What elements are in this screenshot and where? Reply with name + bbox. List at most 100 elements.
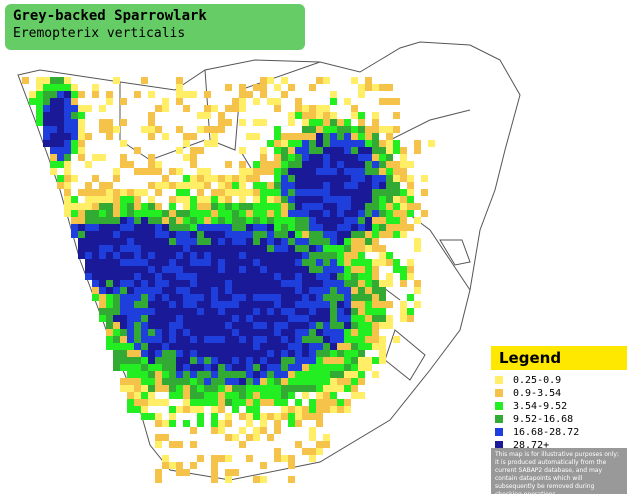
- grid-cell: [239, 385, 246, 392]
- grid-cell: [190, 280, 197, 287]
- grid-cell: [225, 357, 232, 364]
- grid-cell: [379, 301, 386, 308]
- grid-cell: [337, 301, 344, 308]
- grid-cell: [330, 399, 337, 406]
- grid-cell: [120, 336, 127, 343]
- grid-cell: [267, 322, 274, 329]
- legend-title: Legend: [491, 346, 627, 370]
- grid-cell: [295, 147, 302, 154]
- grid-cell: [316, 266, 323, 273]
- grid-cell: [372, 140, 379, 147]
- grid-cell: [169, 315, 176, 322]
- grid-cell: [358, 245, 365, 252]
- grid-cell: [288, 329, 295, 336]
- grid-cell: [218, 175, 225, 182]
- grid-cell: [337, 161, 344, 168]
- grid-cell: [71, 175, 78, 182]
- grid-cell: [148, 252, 155, 259]
- grid-cell: [218, 294, 225, 301]
- grid-cell: [246, 392, 253, 399]
- grid-cell: [351, 315, 358, 322]
- grid-cell: [169, 392, 176, 399]
- grid-cell: [64, 196, 71, 203]
- grid-cell: [127, 378, 134, 385]
- grid-cell: [309, 105, 316, 112]
- grid-cell: [141, 399, 148, 406]
- grid-cell: [239, 98, 246, 105]
- grid-cell: [358, 140, 365, 147]
- grid-cell: [211, 133, 218, 140]
- grid-cell: [211, 476, 218, 483]
- grid-cell: [295, 168, 302, 175]
- grid-cell: [134, 217, 141, 224]
- grid-cell: [365, 175, 372, 182]
- grid-cell: [344, 196, 351, 203]
- grid-cell: [309, 357, 316, 364]
- grid-cell: [148, 399, 155, 406]
- grid-cell: [64, 210, 71, 217]
- grid-cell: [323, 343, 330, 350]
- grid-cell: [309, 112, 316, 119]
- grid-cell: [365, 161, 372, 168]
- grid-cell: [120, 259, 127, 266]
- grid-cell: [260, 280, 267, 287]
- grid-cell: [281, 350, 288, 357]
- grid-cell: [211, 413, 218, 420]
- grid-cell: [260, 273, 267, 280]
- grid-cell: [253, 364, 260, 371]
- grid-cell: [239, 343, 246, 350]
- grid-cell: [316, 203, 323, 210]
- grid-cell: [225, 259, 232, 266]
- grid-cell: [323, 119, 330, 126]
- legend-item: 9.52-16.68: [495, 413, 627, 425]
- grid-cell: [400, 301, 407, 308]
- grid-cell: [323, 336, 330, 343]
- grid-cell: [218, 119, 225, 126]
- grid-cell: [295, 308, 302, 315]
- grid-cell: [407, 189, 414, 196]
- grid-cell: [99, 287, 106, 294]
- grid-cell: [337, 364, 344, 371]
- grid-cell: [302, 266, 309, 273]
- grid-cell: [295, 420, 302, 427]
- grid-cell: [162, 329, 169, 336]
- grid-cell: [365, 259, 372, 266]
- grid-cell: [141, 77, 148, 84]
- grid-cell: [365, 336, 372, 343]
- grid-cell: [267, 161, 274, 168]
- grid-cell: [260, 322, 267, 329]
- grid-cell: [176, 189, 183, 196]
- grid-cell: [281, 175, 288, 182]
- grid-cell: [50, 77, 57, 84]
- grid-cell: [295, 154, 302, 161]
- grid-cell: [379, 126, 386, 133]
- grid-cell: [295, 378, 302, 385]
- grid-cell: [323, 203, 330, 210]
- grid-cell: [337, 126, 344, 133]
- grid-cell: [50, 112, 57, 119]
- grid-cell: [134, 189, 141, 196]
- grid-cell: [148, 280, 155, 287]
- grid-cell: [274, 322, 281, 329]
- grid-cell: [414, 245, 421, 252]
- grid-cell: [316, 112, 323, 119]
- grid-cell: [267, 343, 274, 350]
- grid-cell: [330, 238, 337, 245]
- grid-cell: [365, 126, 372, 133]
- grid-cell: [155, 203, 162, 210]
- grid-cell: [106, 210, 113, 217]
- grid-cell: [351, 392, 358, 399]
- grid-cell: [407, 210, 414, 217]
- grid-cell: [239, 196, 246, 203]
- grid-cell: [351, 238, 358, 245]
- grid-cell: [323, 392, 330, 399]
- grid-cell: [225, 434, 232, 441]
- grid-cell: [281, 217, 288, 224]
- grid-cell: [211, 427, 218, 434]
- grid-cell: [344, 364, 351, 371]
- grid-cell: [239, 322, 246, 329]
- grid-cell: [127, 217, 134, 224]
- grid-cell: [400, 308, 407, 315]
- grid-cell: [78, 112, 85, 119]
- grid-cell: [232, 301, 239, 308]
